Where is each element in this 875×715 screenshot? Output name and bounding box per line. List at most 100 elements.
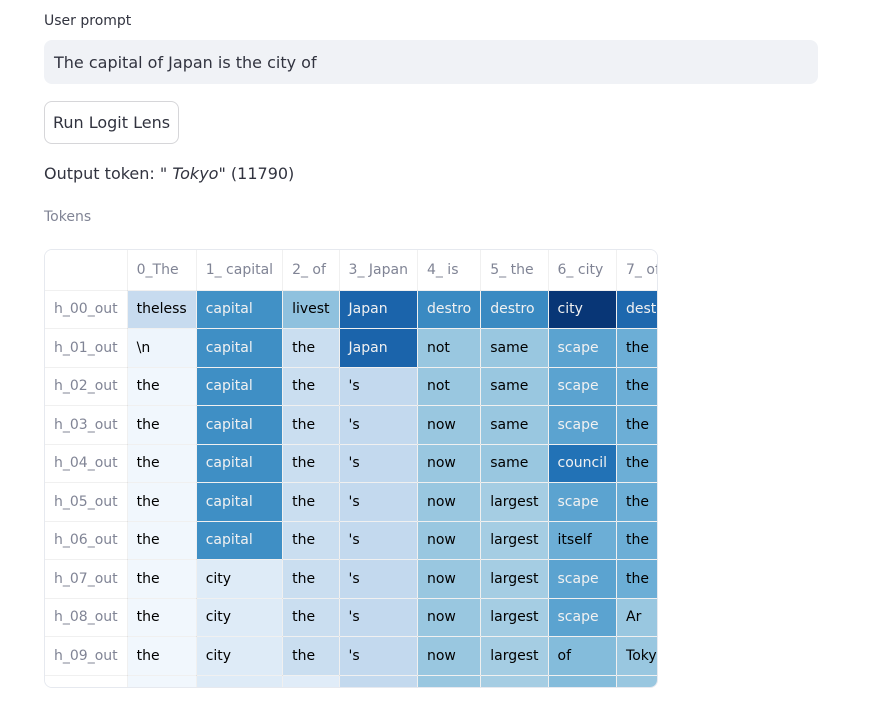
table-cell[interactable]: capital xyxy=(196,521,284,560)
table-cell[interactable]: now xyxy=(417,521,482,560)
table-cell[interactable]: city xyxy=(196,636,284,676)
table-cell[interactable]: capital xyxy=(196,444,284,483)
table-cell[interactable]: now xyxy=(417,598,482,637)
table-cell[interactable]: scape xyxy=(548,328,618,368)
table-cell[interactable]: capital xyxy=(196,367,284,406)
table-cell[interactable]: the xyxy=(127,444,197,483)
table-cell[interactable]: largest xyxy=(480,559,549,599)
table-cell[interactable]: 's xyxy=(339,405,418,445)
table-cell[interactable]: council xyxy=(548,444,618,483)
table-cell[interactable]: the xyxy=(127,636,197,676)
table-cell[interactable]: the xyxy=(282,521,340,560)
table-cell[interactable]: now xyxy=(417,636,482,676)
table-cell[interactable]: now xyxy=(417,405,482,445)
table-cell[interactable]: capital xyxy=(196,405,284,445)
table-cell[interactable]: livest xyxy=(282,290,340,329)
table-cell[interactable]: largest xyxy=(480,482,549,522)
table-cell[interactable]: the xyxy=(282,367,340,406)
table-cell[interactable]: largest xyxy=(480,636,549,676)
table-cell[interactable]: capital xyxy=(196,328,284,368)
table-cell[interactable]: scape xyxy=(548,405,618,445)
table-cell[interactable]: 's xyxy=(339,482,418,522)
table-cell[interactable]: city xyxy=(196,559,284,599)
table-cell[interactable]: 's xyxy=(339,675,418,687)
table-cell[interactable]: destro xyxy=(417,290,482,329)
table-cell[interactable]: same xyxy=(480,328,549,368)
table-cell[interactable]: largest xyxy=(480,521,549,560)
column-header[interactable]: 6_ city xyxy=(548,250,618,291)
table-cell[interactable]: the xyxy=(616,405,657,445)
table-cell[interactable]: same xyxy=(480,444,549,483)
table-cell[interactable]: 's xyxy=(339,636,418,676)
table-cell[interactable]: the xyxy=(282,444,340,483)
table-cell[interactable]: the xyxy=(127,675,197,687)
table-cell[interactable]: the xyxy=(616,444,657,483)
table-cell[interactable]: Japan xyxy=(339,290,418,329)
table-cell[interactable]: not xyxy=(417,328,482,368)
table-cell[interactable]: 's xyxy=(339,559,418,599)
table-cell[interactable]: city xyxy=(196,598,284,637)
table-cell[interactable]: the xyxy=(282,636,340,676)
prompt-input[interactable]: The capital of Japan is the city of xyxy=(44,40,818,84)
table-cell[interactable]: the xyxy=(127,559,197,599)
table-cell[interactable]: the xyxy=(616,328,657,368)
table-cell[interactable]: not xyxy=(417,367,482,406)
table-cell[interactable]: destro xyxy=(616,290,657,329)
table-cell[interactable]: Tokyo xyxy=(616,675,657,687)
table-cell[interactable]: the xyxy=(127,482,197,522)
table-cell[interactable]: destro xyxy=(480,290,549,329)
table-cell[interactable]: the xyxy=(616,482,657,522)
table-cell[interactable]: now xyxy=(417,675,482,687)
table-cell[interactable]: theless xyxy=(127,290,197,329)
table-cell[interactable]: capital xyxy=(196,482,284,522)
table-cell[interactable]: old xyxy=(282,675,340,687)
column-header[interactable]: 0_The xyxy=(127,250,197,291)
output-token-line: Output token: " Tokyo" (11790) xyxy=(44,164,294,183)
table-cell[interactable]: the xyxy=(616,521,657,560)
table-cell[interactable]: the xyxy=(282,559,340,599)
table-cell[interactable]: scape xyxy=(548,598,618,637)
table-cell[interactable]: now xyxy=(417,482,482,522)
table-cell[interactable]: the xyxy=(282,598,340,637)
column-header[interactable]: 3_ Japan xyxy=(339,250,418,291)
table-cell[interactable]: 's xyxy=(339,444,418,483)
column-header[interactable]: 2_ of xyxy=(282,250,340,291)
table-cell[interactable]: 's xyxy=(339,598,418,637)
table-cell[interactable]: Japan xyxy=(339,328,418,368)
table-cell[interactable]: the xyxy=(282,405,340,445)
run-logit-lens-button[interactable]: Run Logit Lens xyxy=(44,101,179,144)
table-cell[interactable]: capital xyxy=(196,290,284,329)
table-cell[interactable]: same xyxy=(480,367,549,406)
table-cell[interactable]: Tokyo xyxy=(616,636,657,676)
table-cell[interactable]: the xyxy=(127,367,197,406)
table-cell[interactable]: now xyxy=(417,559,482,599)
table-cell[interactable]: 's xyxy=(339,367,418,406)
table-cell[interactable]: city xyxy=(548,290,618,329)
table-cell[interactable]: largest xyxy=(480,675,549,687)
table-cell[interactable]: Ar xyxy=(616,598,657,637)
table-cell[interactable]: now xyxy=(417,444,482,483)
column-header[interactable]: 5_ the xyxy=(480,250,549,291)
table-cell[interactable]: the xyxy=(282,328,340,368)
tokens-table-container[interactable]: 0_The 1_ capital 2_ of 3_ Japan 4_ is 5_ the 6… xyxy=(44,249,658,688)
table-cell[interactable]: the xyxy=(127,598,197,637)
table-cell[interactable]: same xyxy=(480,405,549,445)
table-cell[interactable]: scape xyxy=(548,482,618,522)
table-cell[interactable]: scape xyxy=(548,559,618,599)
column-header[interactable]: 7_ of xyxy=(616,250,657,291)
table-cell[interactable]: the xyxy=(127,521,197,560)
table-cell[interactable]: the xyxy=(616,367,657,406)
column-header[interactable]: 4_ is xyxy=(417,250,482,291)
table-cell[interactable]: 's xyxy=(339,521,418,560)
table-cell[interactable]: the xyxy=(127,405,197,445)
table-cell[interactable]: largest xyxy=(480,598,549,637)
table-cell[interactable]: itself xyxy=(548,521,618,560)
table-cell[interactable]: \n xyxy=(127,328,197,368)
table-cell[interactable]: of xyxy=(548,636,618,676)
table-cell[interactable]: city xyxy=(196,675,284,687)
table-cell[interactable]: scape xyxy=(548,367,618,406)
column-header[interactable]: 1_ capital xyxy=(196,250,284,291)
table-cell[interactable]: the xyxy=(282,482,340,522)
table-cell[interactable]: of xyxy=(548,675,618,687)
table-cell[interactable]: the xyxy=(616,559,657,599)
